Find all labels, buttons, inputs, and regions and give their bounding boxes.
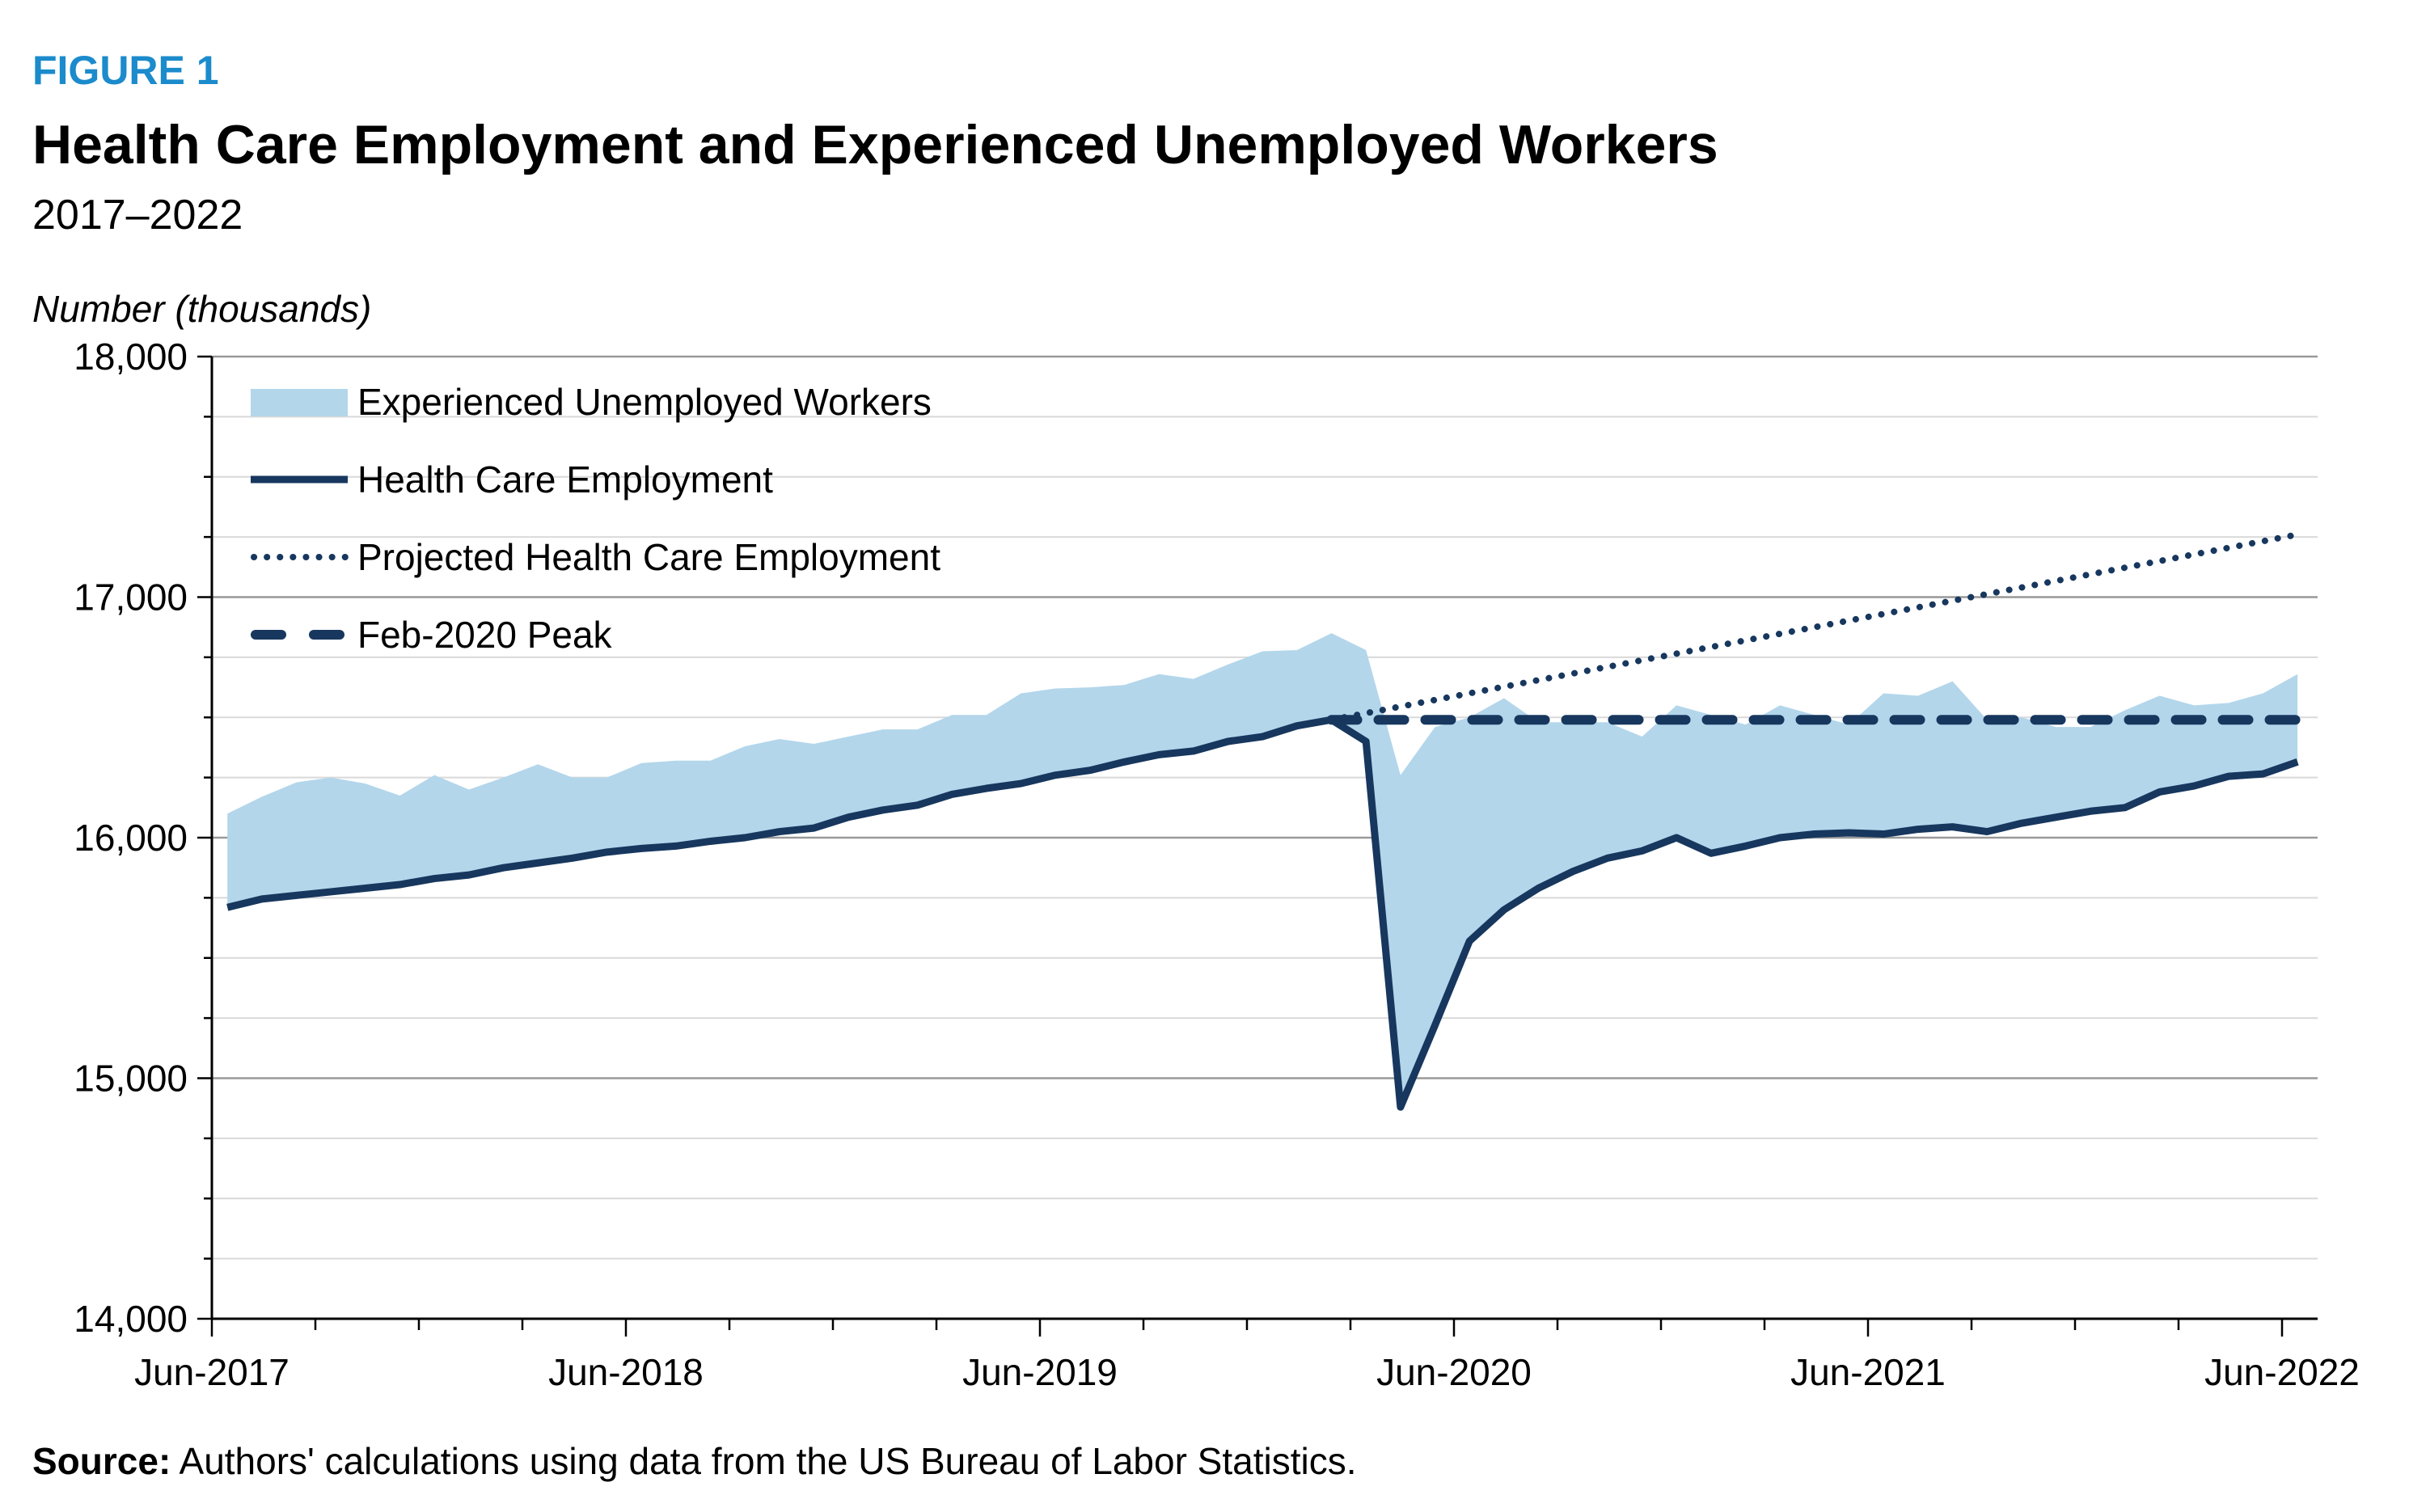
legend-label: Feb-2020 Peak: [357, 614, 613, 656]
x-tick-label: Jun-2022: [2204, 1351, 2360, 1393]
figure-label: FIGURE 1: [32, 48, 219, 93]
y-tick-label: 14,000: [74, 1298, 188, 1340]
x-tick-label: Jun-2021: [1790, 1351, 1946, 1393]
x-tick-label: Jun-2019: [962, 1351, 1118, 1393]
x-tick-label: Jun-2018: [548, 1351, 704, 1393]
x-tick-label: Jun-2017: [134, 1351, 290, 1393]
projected-health-care-line: [1328, 531, 2301, 724]
y-tick-label: 16,000: [74, 817, 188, 859]
chart-title: Health Care Employment and Experienced U…: [32, 114, 1718, 175]
y-tick-label: 17,000: [74, 577, 188, 619]
y-axis-label: Number (thousands): [32, 288, 372, 330]
y-tick-label: 15,000: [74, 1058, 188, 1100]
x-tick-label: Jun-2020: [1376, 1351, 1532, 1393]
experienced-unemployed-area: [227, 633, 2298, 1108]
health-care-employment-line: [226, 716, 2299, 1111]
legend-label: Health Care Employment: [357, 458, 773, 500]
legend-label: Experienced Unemployed Workers: [357, 381, 932, 423]
legend-label: Projected Health Care Employment: [357, 536, 940, 578]
source-label: Source:: [32, 1440, 171, 1482]
legend-swatch-area: [251, 389, 348, 416]
y-tick-label: 18,000: [74, 336, 188, 378]
chart-subtitle: 2017–2022: [32, 192, 243, 239]
source-text: Authors' calculations using data from th…: [171, 1440, 1357, 1482]
source-note: Source: Authors' calculations using data…: [32, 1439, 1357, 1483]
